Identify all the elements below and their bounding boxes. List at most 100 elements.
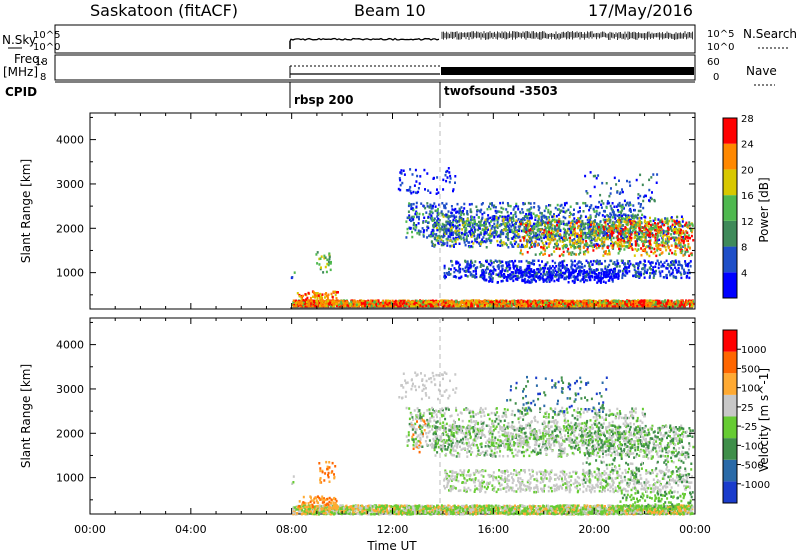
power-point (506, 210, 509, 214)
power-point (543, 303, 546, 307)
power-point (543, 209, 546, 213)
power-point (668, 219, 671, 223)
power-point (422, 235, 425, 238)
power-point (410, 205, 413, 209)
power-point (329, 262, 332, 265)
power-point (530, 211, 533, 215)
power-point (319, 298, 322, 302)
power-point (448, 215, 451, 218)
power-point (599, 220, 602, 223)
power-point (322, 271, 325, 274)
power-point (459, 267, 462, 271)
power-point (565, 264, 568, 267)
power-point (558, 208, 560, 211)
power-point (418, 302, 421, 305)
power-point (364, 304, 367, 307)
power-point (650, 299, 653, 303)
power-point (550, 300, 553, 304)
power-point (452, 218, 455, 222)
power-point (496, 221, 499, 224)
power-point (433, 301, 436, 305)
power-point (526, 219, 529, 223)
power-point (468, 203, 471, 206)
power-point (637, 232, 640, 236)
power-point (600, 203, 603, 206)
power-point (555, 219, 558, 222)
power-point (328, 255, 331, 258)
power-point (437, 241, 440, 245)
power-point (332, 290, 335, 294)
power-point (616, 300, 619, 303)
power-point (502, 207, 505, 211)
power-point (445, 238, 448, 241)
power-point (505, 208, 508, 211)
power-point (636, 213, 639, 217)
power-point (422, 213, 425, 216)
power-point (554, 206, 557, 210)
power-point (433, 223, 436, 226)
power-point (352, 305, 355, 308)
power-point (425, 229, 428, 232)
power-point (667, 299, 670, 302)
power-point (437, 303, 440, 306)
power-point (597, 223, 600, 226)
power-point (685, 303, 688, 306)
power-point (430, 240, 433, 243)
power-point (470, 229, 473, 232)
power-point (605, 206, 608, 209)
power-point (454, 299, 457, 303)
power-point (594, 220, 597, 223)
power-point (320, 266, 322, 269)
power-point (558, 262, 561, 265)
power-point (481, 216, 484, 219)
power-point (680, 303, 683, 306)
power-point (562, 206, 565, 210)
power-point (295, 304, 298, 308)
power-point (508, 219, 511, 222)
power-point (412, 215, 415, 219)
power-point (405, 236, 408, 239)
power-point (513, 226, 516, 230)
power-point (521, 208, 524, 211)
power-point (431, 231, 434, 235)
power-point (530, 215, 533, 218)
power-point (554, 235, 557, 238)
power-point (679, 304, 682, 308)
power-point (429, 235, 432, 238)
freq-label: Freq. (14, 52, 44, 66)
power-point (662, 229, 665, 233)
power-point (298, 295, 301, 298)
power-point (435, 226, 438, 230)
power-point (500, 206, 503, 210)
power-point (644, 264, 647, 267)
power-point (417, 215, 420, 219)
power-point (626, 300, 628, 303)
power-point (483, 303, 486, 307)
power-point (452, 223, 454, 227)
power-point (474, 260, 477, 263)
power-point (470, 202, 473, 206)
power-point (417, 222, 420, 225)
power-point (297, 301, 300, 304)
power-point (329, 268, 332, 272)
power-point (614, 217, 617, 220)
power-point (521, 305, 524, 309)
power-point (515, 234, 518, 237)
power-point (547, 216, 550, 219)
power-point (455, 211, 458, 214)
power-point (504, 303, 507, 306)
power-point (407, 303, 410, 306)
power-point (568, 233, 571, 236)
power-point (350, 300, 353, 303)
power-point (522, 300, 525, 303)
power-point (514, 222, 517, 225)
power-point (375, 300, 378, 303)
power-point (491, 215, 494, 218)
power-point (409, 227, 412, 230)
power-point (458, 242, 461, 245)
power-point (486, 220, 489, 223)
power-point (647, 301, 650, 305)
power-point (458, 220, 461, 223)
power-point (603, 215, 606, 218)
power-point (547, 211, 550, 214)
